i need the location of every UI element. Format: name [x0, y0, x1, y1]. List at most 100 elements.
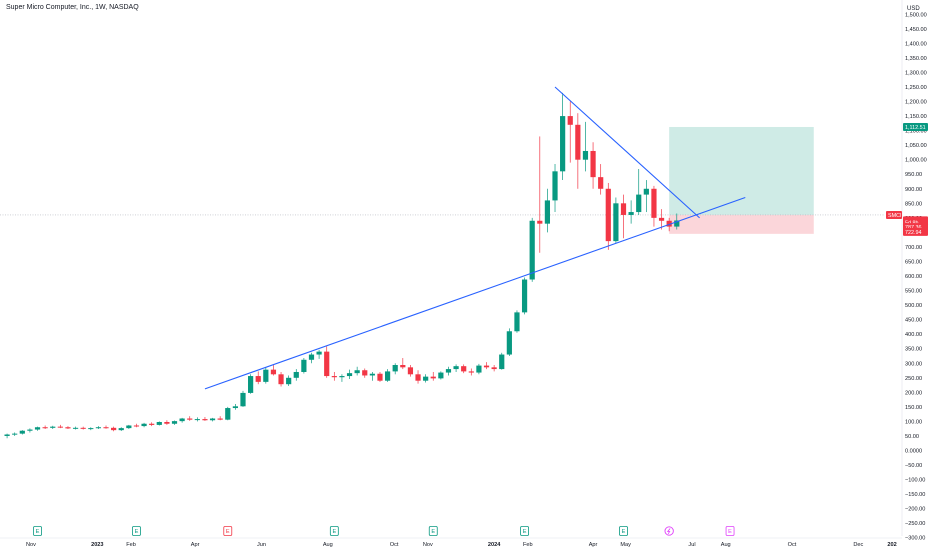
candle-body — [57, 426, 63, 428]
y-tick-label: −250.00 — [905, 521, 925, 527]
candle — [194, 417, 200, 422]
earnings-icon-box — [33, 526, 42, 536]
y-tick-label: −50.00 — [905, 463, 922, 469]
candle — [590, 142, 596, 189]
earnings-event-icon[interactable]: E — [428, 526, 438, 536]
x-tick-label: 202 — [887, 542, 896, 548]
candle-body — [483, 365, 490, 368]
candle — [187, 416, 193, 421]
earnings-icon-box — [132, 526, 141, 536]
candle — [103, 425, 109, 429]
candle — [423, 374, 429, 383]
earnings-event-icon[interactable]: E — [132, 526, 141, 536]
x-tick-label: Jul — [688, 542, 695, 548]
candle-body — [126, 425, 132, 429]
candle — [255, 371, 261, 385]
candle-body — [301, 359, 307, 372]
candle-body — [636, 194, 642, 213]
earnings-icon-letter: E — [332, 529, 336, 535]
candle-body — [461, 366, 467, 372]
symbol-badge — [886, 210, 902, 219]
x-tick-label: Aug — [323, 542, 333, 548]
candle — [248, 374, 254, 394]
candle-body — [42, 427, 48, 429]
candle-body — [286, 377, 292, 385]
candle-body — [544, 200, 551, 224]
earnings-event-icon[interactable]: E — [329, 526, 339, 536]
earnings-icon-box — [428, 526, 438, 536]
candle-body — [34, 427, 41, 430]
candle-body — [499, 354, 505, 370]
y-tick-label: 850.00 — [905, 201, 922, 207]
candle — [19, 430, 25, 435]
y-tick-label: 1,100.00 — [905, 129, 927, 135]
trendline-descending-resistance[interactable] — [554, 86, 700, 219]
y-tick-label: 650.00 — [905, 259, 922, 265]
candle-body — [651, 188, 657, 218]
split-icon-bolt — [666, 528, 671, 535]
candle — [270, 365, 277, 376]
candle — [324, 346, 330, 378]
x-tick-label: Apr — [589, 542, 598, 548]
earnings-event-icon[interactable]: E — [33, 526, 42, 536]
candle — [95, 426, 102, 429]
candle — [643, 180, 649, 213]
earnings-icon-letter: E — [226, 529, 230, 535]
y-tick-label: 1,450.00 — [905, 27, 927, 33]
x-tick-label: Apr — [191, 542, 200, 548]
y-tick-label: 700.00 — [905, 245, 922, 251]
candle-body — [537, 220, 543, 224]
candle-body — [225, 408, 231, 420]
candle — [514, 310, 520, 333]
candle — [209, 417, 216, 422]
y-tick-label: 350.00 — [905, 347, 922, 353]
earnings-icon-box — [619, 526, 628, 536]
candle-body — [27, 429, 33, 431]
candle — [12, 432, 18, 436]
candle-body — [582, 150, 589, 160]
earnings-event-icon[interactable]: E — [223, 526, 233, 536]
candle — [50, 425, 56, 429]
candle-body — [666, 220, 672, 227]
candle — [346, 369, 353, 379]
trendline-ascending-support[interactable] — [204, 196, 746, 390]
y-tick-label: 600.00 — [905, 274, 922, 280]
candle-body — [605, 188, 611, 242]
currency-label: USD — [907, 6, 920, 12]
x-tick-label: Nov — [26, 542, 36, 548]
earnings-event-icon[interactable]: E — [619, 526, 628, 536]
earnings-icon-letter: E — [622, 529, 626, 535]
split-event-icon[interactable] — [664, 526, 674, 536]
earnings-icon-letter: E — [36, 529, 40, 535]
candle — [384, 369, 391, 382]
candle — [407, 365, 414, 377]
candle — [278, 371, 284, 387]
y-tick-label: 1,300.00 — [905, 70, 927, 76]
position-zones — [669, 126, 814, 234]
y-tick-label: 250.00 — [905, 376, 922, 382]
candle-body — [202, 419, 208, 421]
candle — [126, 424, 132, 429]
candle — [560, 92, 566, 181]
candle-body — [240, 392, 246, 407]
candle — [263, 367, 269, 384]
candle — [499, 352, 505, 370]
candle — [575, 113, 581, 189]
candle-body — [95, 427, 102, 429]
candle — [339, 374, 345, 382]
y-tick-label: 100.00 — [905, 419, 922, 425]
candle-body — [575, 124, 581, 160]
loss-zone[interactable] — [669, 214, 814, 234]
y-tick-label: 1,350.00 — [905, 56, 927, 62]
earnings-event-icon[interactable]: E — [725, 526, 735, 536]
candle-body — [658, 217, 665, 221]
profit-zone[interactable] — [669, 126, 814, 215]
candle-body — [331, 376, 337, 378]
candle-body — [65, 427, 71, 429]
candle — [392, 363, 398, 375]
candle — [453, 364, 459, 372]
candle — [567, 101, 573, 163]
earnings-event-icon[interactable]: E — [520, 526, 529, 536]
candle-body — [179, 418, 185, 422]
